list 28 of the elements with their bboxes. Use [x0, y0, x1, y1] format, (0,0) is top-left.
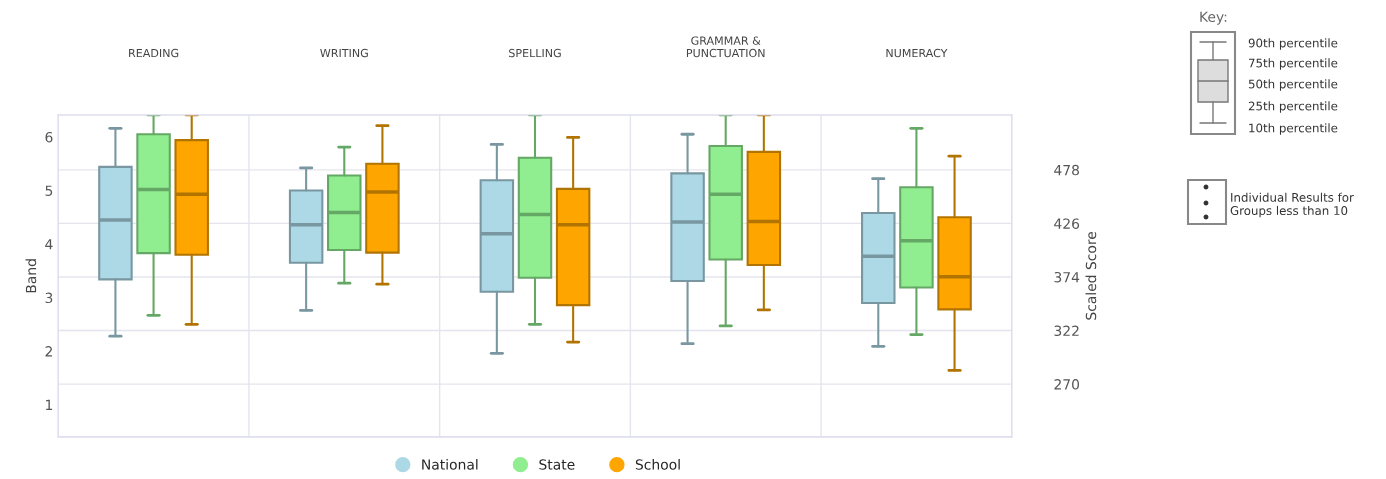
text: 10th percentile: [1249, 123, 1338, 135]
x-tick-label: GRAMMAR & PUNCTUATION: [686, 36, 765, 58]
y2-tick-label: 426: [1054, 218, 1080, 229]
y2-tick-label: 478: [1054, 164, 1080, 176]
text: 25th percentile: [1248, 101, 1338, 113]
y-tick-label: 4: [45, 239, 53, 250]
y2-axis-title: Scaled Score: [1085, 231, 1097, 320]
x-tick-label: SPELLING: [509, 48, 561, 58]
legend-label: National: [422, 459, 478, 470]
text: 75th percentile: [1248, 58, 1338, 70]
x-tick-label: NUMERACY: [886, 48, 948, 58]
legend-label: State: [539, 459, 575, 470]
y2-tick-label: 270: [1054, 379, 1080, 390]
legend-label: School: [635, 459, 680, 470]
y-tick-label: 5: [45, 185, 53, 196]
y-tick-label: 1: [46, 399, 53, 410]
text: Individual Results for Groups less than 10: [1230, 192, 1354, 218]
y-tick-label: 3: [45, 292, 53, 304]
text: Key:: [1200, 11, 1227, 25]
text: 90th percentile: [1248, 38, 1338, 50]
y2-tick-label: 374: [1054, 271, 1080, 283]
y-tick-label: 6: [45, 131, 53, 143]
text: 50th percentile: [1248, 79, 1338, 91]
y-tick-label: 2: [45, 346, 52, 357]
y-axis-title: Band: [25, 259, 37, 293]
x-tick-label: WRITING: [320, 48, 368, 58]
y2-tick-label: 322: [1054, 325, 1079, 337]
x-tick-label: READING: [129, 48, 179, 58]
